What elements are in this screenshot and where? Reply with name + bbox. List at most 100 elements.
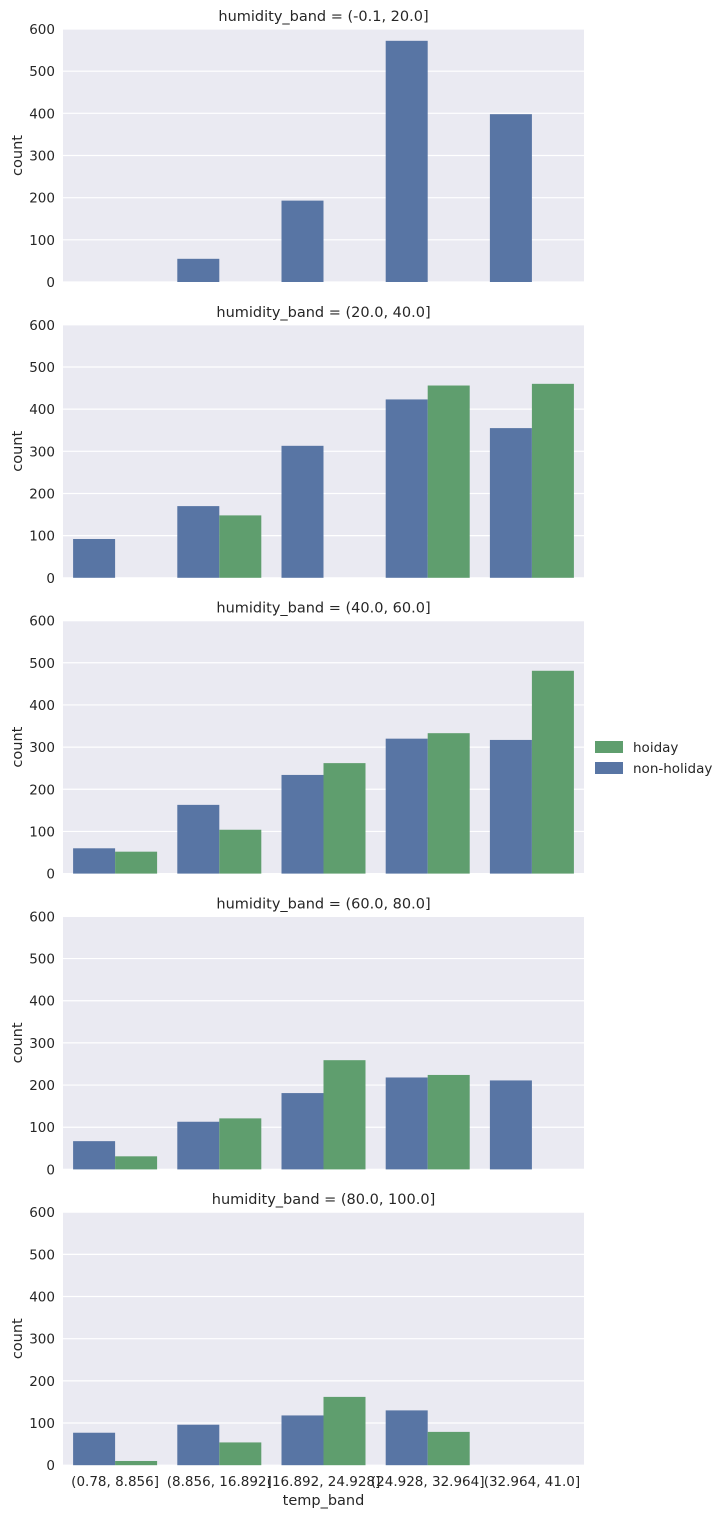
- y-tick-label: 300: [29, 444, 55, 460]
- y-tick-label: 500: [29, 952, 55, 968]
- y-tick-label: 0: [46, 1458, 55, 1474]
- bar-hoiday: [531, 670, 574, 874]
- y-tick-label: 500: [29, 656, 55, 672]
- y-tick-label: 400: [29, 402, 55, 418]
- y-tick-label: 600: [29, 1205, 55, 1221]
- bar-non-holiday: [281, 445, 324, 578]
- bar-non-holiday: [73, 1432, 116, 1466]
- bar-non-holiday: [281, 1093, 324, 1170]
- facet-panel: 0 100 200 300 400 500 600 humidity_band = (-0.1…: [10, 9, 584, 291]
- y-tick-label: 100: [29, 1416, 55, 1432]
- y-tick-label: 600: [29, 614, 55, 630]
- y-tick-label: 200: [29, 486, 55, 502]
- bar-hoiday: [427, 385, 470, 578]
- y-tick-label: 400: [29, 994, 55, 1010]
- y-tick-label: 500: [29, 64, 55, 80]
- bar-non-holiday: [177, 804, 220, 874]
- panel-title: humidity_band = (20.0, 40.0]: [216, 305, 430, 321]
- x-tick-label: (24.928, 32.964]: [371, 1474, 485, 1490]
- y-tick-label: 200: [29, 782, 55, 798]
- bar-non-holiday: [385, 40, 428, 282]
- facet-panel: 0 100 200 300 400 500 600 humidity_band = (80.0…: [10, 1192, 584, 1474]
- bar-non-holiday: [177, 1424, 220, 1466]
- legend-item: non-holiday: [595, 761, 712, 777]
- facet-panel: 0 100 200 300 400 500 600 humidity_band = (20.0…: [10, 305, 584, 587]
- bar-non-holiday: [385, 1410, 428, 1466]
- y-tick-label: 100: [29, 233, 55, 249]
- y-axis-label: count: [10, 1022, 26, 1063]
- panel-title: humidity_band = (40.0, 60.0]: [216, 601, 430, 617]
- bar-non-holiday: [177, 1121, 220, 1170]
- bar-non-holiday: [281, 774, 324, 874]
- y-axis-label: count: [10, 431, 26, 472]
- y-tick-label: 600: [29, 22, 55, 38]
- bar-hoiday: [219, 515, 262, 578]
- bar-hoiday: [323, 763, 366, 874]
- bar-non-holiday: [177, 258, 220, 282]
- bar-hoiday: [323, 1060, 366, 1170]
- bar-non-holiday: [73, 1141, 116, 1170]
- bar-non-holiday: [281, 1415, 324, 1466]
- y-tick-label: 100: [29, 824, 55, 840]
- bar-non-holiday: [489, 114, 532, 282]
- y-tick-label: 500: [29, 360, 55, 376]
- y-tick-label: 0: [46, 275, 55, 291]
- bar-non-holiday: [281, 200, 324, 282]
- facet-panel: 0 100 200 300 400 500 600 humidity_band = (60.0…: [10, 896, 584, 1178]
- y-axis-label: count: [10, 726, 26, 767]
- bar-non-holiday: [489, 428, 532, 578]
- bar-hoiday: [323, 1396, 366, 1466]
- legend-swatch: [595, 762, 623, 774]
- chart-panels: 0 100 200 300 400 500 600 humidity_band = (-0.1…: [10, 9, 584, 1474]
- legend-label: non-holiday: [633, 761, 712, 777]
- bar-non-holiday: [73, 539, 116, 578]
- x-tick-label: (8.856, 16.892]: [167, 1474, 272, 1490]
- y-tick-label: 100: [29, 529, 55, 545]
- bar-non-holiday: [385, 399, 428, 578]
- x-axis-label: temp_band: [283, 1493, 365, 1509]
- x-tick-label: (32.964, 41.0]: [484, 1474, 580, 1490]
- y-tick-label: 300: [29, 740, 55, 756]
- y-tick-label: 300: [29, 1332, 55, 1348]
- bar-hoiday: [427, 733, 470, 874]
- y-tick-label: 100: [29, 1120, 55, 1136]
- bar-hoiday: [531, 383, 574, 578]
- y-tick-label: 600: [29, 909, 55, 925]
- y-tick-label: 500: [29, 1247, 55, 1263]
- bar-non-holiday: [489, 739, 532, 874]
- y-axis-label: count: [10, 135, 26, 176]
- y-tick-label: 600: [29, 318, 55, 334]
- bar-hoiday: [115, 1460, 158, 1466]
- bar-hoiday: [219, 1442, 262, 1466]
- y-tick-label: 0: [46, 867, 55, 883]
- legend: hoiday non-holiday: [595, 740, 712, 777]
- bar-hoiday: [219, 829, 262, 874]
- y-tick-label: 400: [29, 698, 55, 714]
- x-axis-labels: (0.78, 8.856] (8.856, 16.892](16.892, 24.…: [71, 1474, 580, 1509]
- x-tick-label: (16.892, 24.928]: [267, 1474, 381, 1490]
- y-axis-label: count: [10, 1318, 26, 1359]
- y-tick-label: 0: [46, 1162, 55, 1178]
- y-tick-label: 200: [29, 1374, 55, 1390]
- bar-hoiday: [219, 1118, 262, 1170]
- panel-title: humidity_band = (80.0, 100.0]: [212, 1192, 435, 1208]
- bar-non-holiday: [385, 738, 428, 874]
- y-tick-label: 300: [29, 149, 55, 165]
- x-tick-label: (0.78, 8.856]: [71, 1474, 159, 1490]
- panel-title: humidity_band = (-0.1, 20.0]: [218, 9, 428, 25]
- bar-hoiday: [115, 1156, 158, 1170]
- bar-hoiday: [427, 1431, 470, 1466]
- bar-non-holiday: [385, 1077, 428, 1170]
- y-tick-label: 400: [29, 106, 55, 122]
- bar-non-holiday: [177, 506, 220, 578]
- legend-label: hoiday: [633, 740, 678, 756]
- panel-title: humidity_band = (60.0, 80.0]: [216, 896, 430, 912]
- bar-hoiday: [115, 851, 158, 874]
- legend-swatch: [595, 741, 623, 753]
- y-tick-label: 0: [46, 571, 55, 587]
- legend-item: hoiday: [595, 740, 678, 756]
- y-tick-label: 200: [29, 1078, 55, 1094]
- y-tick-label: 300: [29, 1036, 55, 1052]
- y-tick-label: 200: [29, 191, 55, 207]
